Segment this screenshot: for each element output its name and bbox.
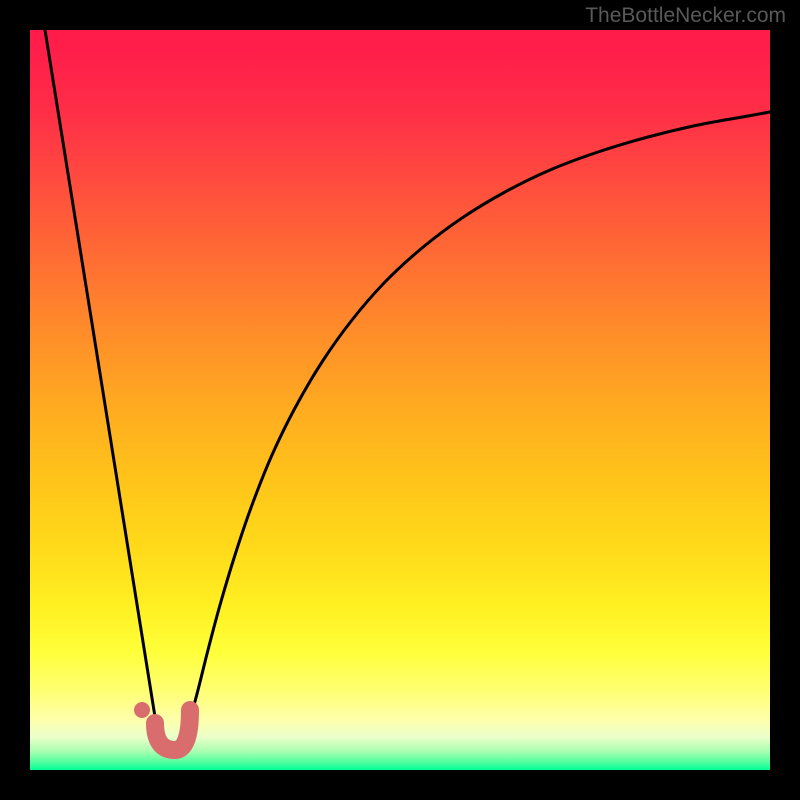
marker-j-shape <box>155 710 190 750</box>
curve-overlay <box>30 30 770 770</box>
chart-plot-area <box>30 30 770 770</box>
right-curve <box>185 112 770 738</box>
watermark-text: TheBottleNecker.com <box>585 4 786 28</box>
marker-dot <box>134 702 150 718</box>
left-line <box>45 30 160 748</box>
